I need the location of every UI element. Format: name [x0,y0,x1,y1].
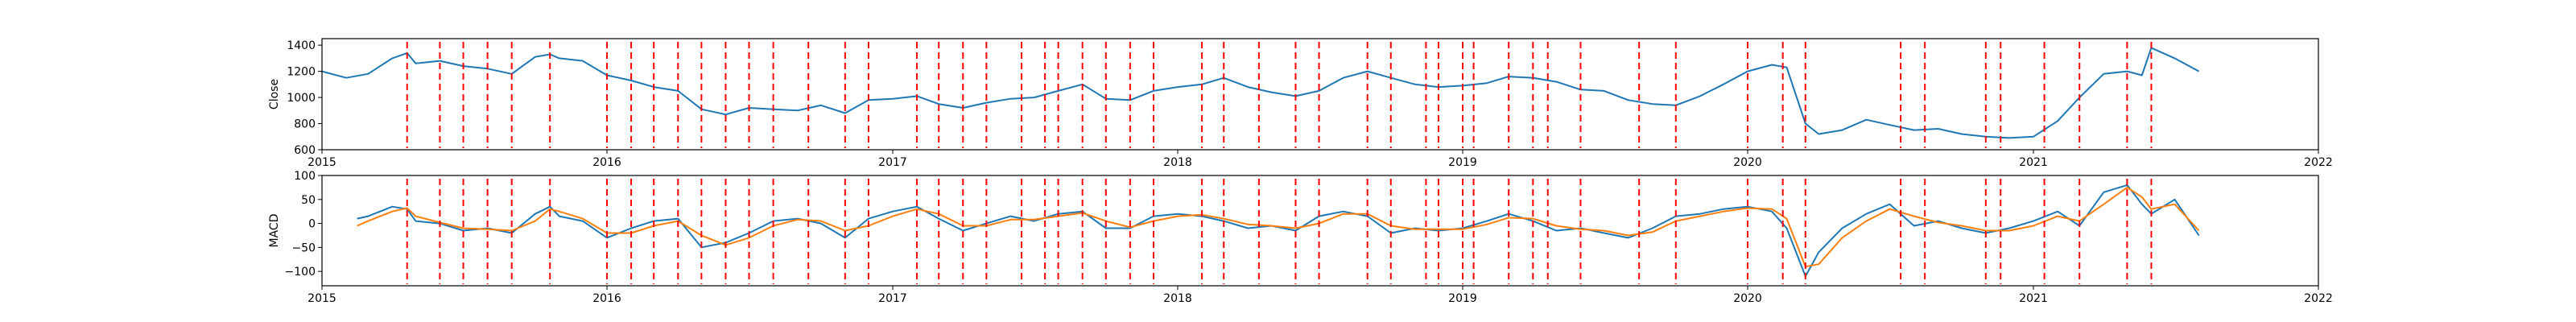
y-tick-label-1-5: 1400 [287,39,316,52]
y-tick-label-2-5: 100 [294,170,316,183]
x-tick-label-1-6: 2020 [1733,156,1762,169]
y-tick-label-1-3: 1000 [287,92,316,105]
x-tick-label-2-1: 2015 [308,292,336,305]
x-tick-label-2-5: 2019 [1448,292,1477,305]
x-tick-label-1-2: 2016 [592,156,621,169]
y-tick-label-2-3: 0 [308,218,316,231]
axes-frame-2 [321,175,2319,287]
y-tick-label-1-4: 1200 [287,66,316,79]
series-line-2-2 [357,186,2200,268]
x-tick-label-2-2: 2016 [592,292,621,305]
y-tick-label-1-2: 800 [294,118,316,131]
x-tick-label-1-8: 2022 [2304,156,2333,169]
x-tick-label-2-4: 2018 [1163,292,1192,305]
x-tick-label-2-6: 2020 [1733,292,1762,305]
series-line-1-1 [321,47,2200,139]
chart-panel-1: 2015 2016 2017 2018 2019 2020 2021 2022 600 800 10… [268,38,2333,169]
x-tick-label-1-3: 2017 [878,156,907,169]
x-tick-label-1-4: 2018 [1163,156,1192,169]
y-tick-label-2-1: −100 [285,266,316,279]
x-tick-label-2-7: 2021 [2019,292,2048,305]
x-tick-label-2-3: 2017 [878,292,907,305]
y-axis-label-2: MACD [268,214,281,248]
chart-panel-2: 2015 2016 2017 2018 2019 2020 2021 2022 −100 −50 0… [268,170,2333,305]
y-tick-label-2-4: 50 [301,194,316,207]
y-tick-label-1-1: 600 [294,144,316,157]
x-tick-label-1-1: 2015 [308,156,336,169]
x-tick-label-1-5: 2019 [1448,156,1477,169]
x-tick-label-2-8: 2022 [2304,292,2333,305]
y-axis-label-1: Close [268,79,281,109]
y-tick-label-2-2: −50 [291,242,316,254]
x-tick-label-1-7: 2021 [2019,156,2048,169]
series-line-2-1 [357,184,2200,278]
axes-frame-1 [321,38,2319,151]
